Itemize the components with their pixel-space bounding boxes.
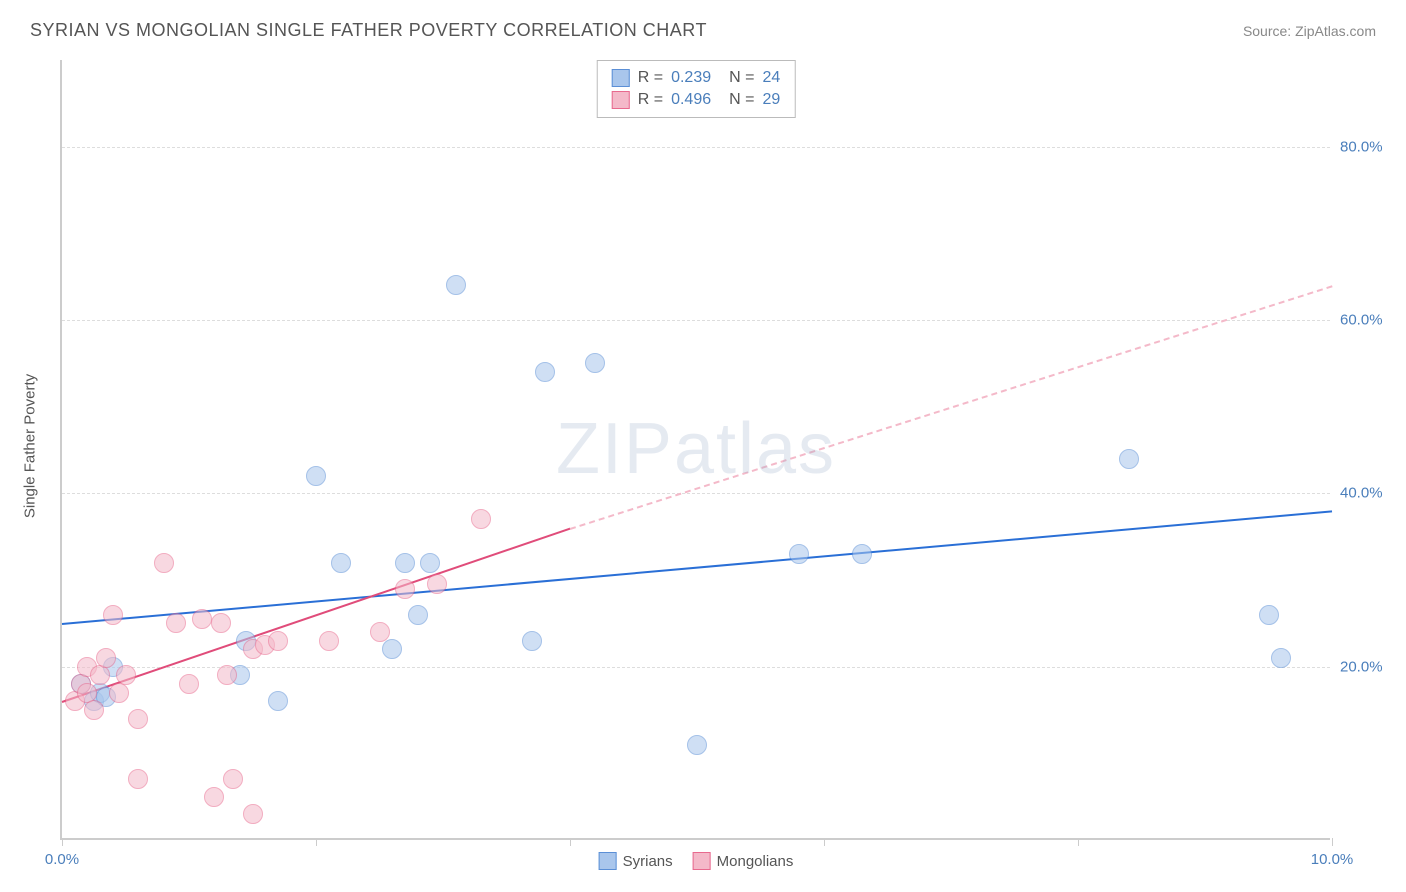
data-point [319,631,339,651]
x-tick-label: 0.0% [45,851,79,868]
legend-row-syrians: R = 0.239 N = 24 [612,67,781,89]
data-point [243,804,263,824]
syrians-n: 24 [762,69,780,87]
data-point [116,665,136,685]
gridline [62,147,1330,148]
data-point [84,700,104,720]
data-point [852,544,872,564]
data-point [331,553,351,573]
x-tick [62,838,63,846]
data-point [395,553,415,573]
syrians-r: 0.239 [671,69,711,87]
source-label: Source: ZipAtlas.com [1243,23,1376,39]
mongolians-r: 0.496 [671,91,711,109]
plot-area: ZIPatlas R = 0.239 N = 24 R = 0.496 N = … [60,60,1330,840]
r-label: R = [638,91,663,109]
mongolians-swatch-icon [693,852,711,870]
legend-item-mongolians: Mongolians [693,852,794,870]
data-point [179,674,199,694]
data-point [128,769,148,789]
data-point [789,544,809,564]
data-point [1259,605,1279,625]
x-tick [824,838,825,846]
data-point [408,605,428,625]
data-point [370,622,390,642]
series-legend: Syrians Mongolians [599,852,794,870]
data-point [211,613,231,633]
data-point [154,553,174,573]
legend-item-syrians: Syrians [599,852,673,870]
mongolians-swatch [612,91,630,109]
r-label: R = [638,69,663,87]
data-point [1119,449,1139,469]
trend-line [62,511,1332,626]
x-tick [1078,838,1079,846]
data-point [109,683,129,703]
watermark: ZIPatlas [556,408,836,490]
x-tick [570,838,571,846]
data-point [268,631,288,651]
data-point [446,275,466,295]
data-point [217,665,237,685]
x-tick [316,838,317,846]
data-point [223,769,243,789]
gridline [62,493,1330,494]
n-label: N = [729,69,754,87]
data-point [420,553,440,573]
chart-area: ZIPatlas R = 0.239 N = 24 R = 0.496 N = … [60,60,1330,840]
gridline [62,320,1330,321]
n-label: N = [729,91,754,109]
data-point [90,665,110,685]
mongolians-label: Mongolians [717,853,794,870]
syrians-swatch-icon [599,852,617,870]
x-tick [1332,838,1333,846]
data-point [103,605,123,625]
y-tick-label: 60.0% [1340,312,1400,329]
y-tick-label: 40.0% [1340,485,1400,502]
data-point [585,353,605,373]
y-tick-label: 20.0% [1340,658,1400,675]
data-point [1271,648,1291,668]
mongolians-n: 29 [762,91,780,109]
data-point [128,709,148,729]
data-point [395,579,415,599]
y-tick-label: 80.0% [1340,138,1400,155]
data-point [427,574,447,594]
data-point [535,362,555,382]
data-point [522,631,542,651]
syrians-label: Syrians [623,853,673,870]
data-point [268,691,288,711]
y-axis-label: Single Father Poverty [22,374,39,518]
correlation-legend: R = 0.239 N = 24 R = 0.496 N = 29 [597,60,796,118]
data-point [96,648,116,668]
watermark-zip: ZIP [556,409,674,489]
data-point [166,613,186,633]
data-point [471,509,491,529]
data-point [204,787,224,807]
gridline [62,667,1330,668]
data-point [382,639,402,659]
syrians-swatch [612,69,630,87]
header: SYRIAN VS MONGOLIAN SINGLE FATHER POVERT… [0,0,1406,51]
watermark-atlas: atlas [674,409,836,489]
x-tick-label: 10.0% [1311,851,1354,868]
data-point [192,609,212,629]
data-point [306,466,326,486]
data-point [687,735,707,755]
chart-title: SYRIAN VS MONGOLIAN SINGLE FATHER POVERT… [30,20,707,41]
legend-row-mongolians: R = 0.496 N = 29 [612,89,781,111]
